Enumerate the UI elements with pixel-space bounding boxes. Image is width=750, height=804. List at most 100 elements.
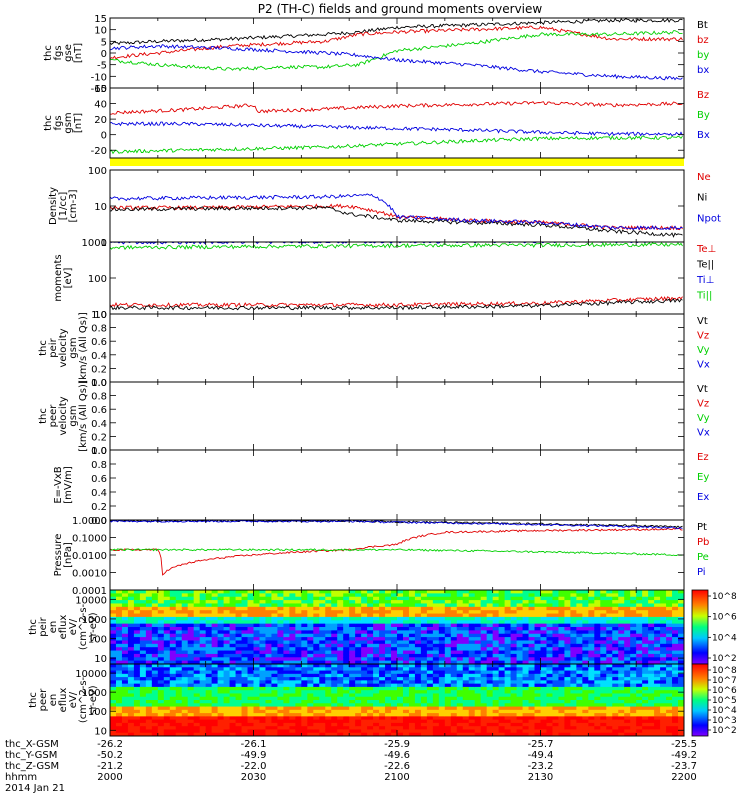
heatmap-cell <box>229 650 237 655</box>
heatmap-cell <box>157 683 165 688</box>
heatmap-cell <box>217 732 225 737</box>
heatmap-cell <box>253 732 260 737</box>
heatmap-cell <box>205 600 213 604</box>
heatmap-cell <box>349 726 356 730</box>
heatmap-cell <box>253 633 260 638</box>
heatmap-cell <box>600 713 607 717</box>
heatmap-cell <box>618 670 625 675</box>
heatmap-cell <box>307 660 314 665</box>
heatmap-cell <box>534 590 541 594</box>
heatmap-cell <box>343 660 350 665</box>
heatmap-cell <box>313 596 320 601</box>
heatmap-cell <box>468 719 476 724</box>
heatmap-cell <box>229 716 237 721</box>
heatmap-cell <box>546 664 553 668</box>
heatmap-cell <box>349 600 356 604</box>
heatmap-cell <box>642 606 649 611</box>
heatmap-cell <box>666 623 673 628</box>
heatmap-cell <box>456 709 464 714</box>
heatmap-cell <box>660 633 667 638</box>
heatmap-cell <box>277 673 284 678</box>
heatmap-cell <box>570 660 577 665</box>
heatmap-cell <box>253 630 260 635</box>
heatmap-cell <box>432 677 440 681</box>
heatmap-cell <box>157 650 165 655</box>
heatmap-cell <box>247 709 254 714</box>
heatmap-cell <box>265 630 272 635</box>
heatmap-cell <box>444 660 452 665</box>
heatmap-cell <box>331 696 338 701</box>
heatmap-cell <box>606 593 613 598</box>
heatmap-cell <box>468 600 476 604</box>
heatmap-cell <box>349 673 356 678</box>
heatmap-cell <box>516 616 524 621</box>
heatmap-cell <box>492 616 500 621</box>
heatmap-cell <box>672 732 679 737</box>
heatmap-cell <box>349 630 356 635</box>
heatmap-cell <box>169 653 177 658</box>
heatmap-cell <box>402 593 410 598</box>
heatmap-cell <box>402 600 410 604</box>
heatmap-cell <box>373 643 380 648</box>
heatmap-cell <box>307 627 314 631</box>
heatmap-cell <box>283 667 290 672</box>
heatmap-cell <box>169 690 177 694</box>
heatmap-cell <box>271 719 278 724</box>
heatmap-cell <box>624 610 631 615</box>
heatmap-cell <box>253 683 260 688</box>
heatmap-cell <box>660 719 667 724</box>
heatmap-cell <box>444 709 452 714</box>
heatmap-cell <box>492 647 500 652</box>
heatmap-cell <box>247 640 254 645</box>
colorbar-tick-label: 10^3 <box>712 716 737 726</box>
heatmap-cell <box>391 623 398 628</box>
heatmap-cell <box>594 719 601 724</box>
heatmap-cell <box>588 686 595 691</box>
heatmap-cell <box>474 677 482 681</box>
heatmap-cell <box>570 677 577 681</box>
heatmap-cell <box>606 713 613 717</box>
heatmap-cell <box>618 637 625 641</box>
heatmap-cell <box>289 729 296 734</box>
heatmap-cell <box>606 603 613 608</box>
ytick-label: 1 <box>101 238 107 249</box>
heatmap-cell <box>361 670 368 675</box>
heatmap-cell <box>498 653 506 658</box>
heatmap-cell <box>169 600 177 604</box>
heatmap-cell <box>642 623 649 628</box>
ytick-label: 0.2 <box>91 432 107 443</box>
heatmap-cell <box>522 606 530 611</box>
heatmap-cell <box>253 606 260 611</box>
heatmap-cell <box>139 596 147 601</box>
heatmap-cell <box>552 623 559 628</box>
heatmap-cell <box>199 623 207 628</box>
heatmap-cell <box>229 593 237 598</box>
heatmap-cell <box>594 670 601 675</box>
heatmap-cell <box>187 630 195 635</box>
heatmap-cell <box>648 693 655 698</box>
heatmap-cell <box>259 633 266 638</box>
heatmap-cell <box>127 667 135 672</box>
heatmap-cell <box>217 590 225 594</box>
heatmap-cell <box>313 610 320 615</box>
heatmap-cell <box>169 647 177 652</box>
heatmap-cell <box>594 690 601 694</box>
heatmap-cell <box>259 637 266 641</box>
heatmap-cell <box>349 590 356 594</box>
heatmap-cell <box>492 657 500 662</box>
footer-value: -22.0 <box>241 761 267 772</box>
heatmap-cell <box>462 653 470 658</box>
heatmap-cell <box>612 709 619 714</box>
heatmap-cell <box>325 683 332 688</box>
heatmap-cell <box>546 690 553 694</box>
heatmap-cell <box>110 722 117 727</box>
heatmap-cell <box>181 630 189 635</box>
heatmap-cell <box>672 600 679 604</box>
footer-value: 2000 <box>97 772 122 783</box>
heatmap-cell <box>456 606 464 611</box>
heatmap-cell <box>319 716 326 721</box>
heatmap-cell <box>642 647 649 652</box>
heatmap-cell <box>301 596 308 601</box>
heatmap-cell <box>606 686 613 691</box>
heatmap-cell <box>558 677 565 681</box>
